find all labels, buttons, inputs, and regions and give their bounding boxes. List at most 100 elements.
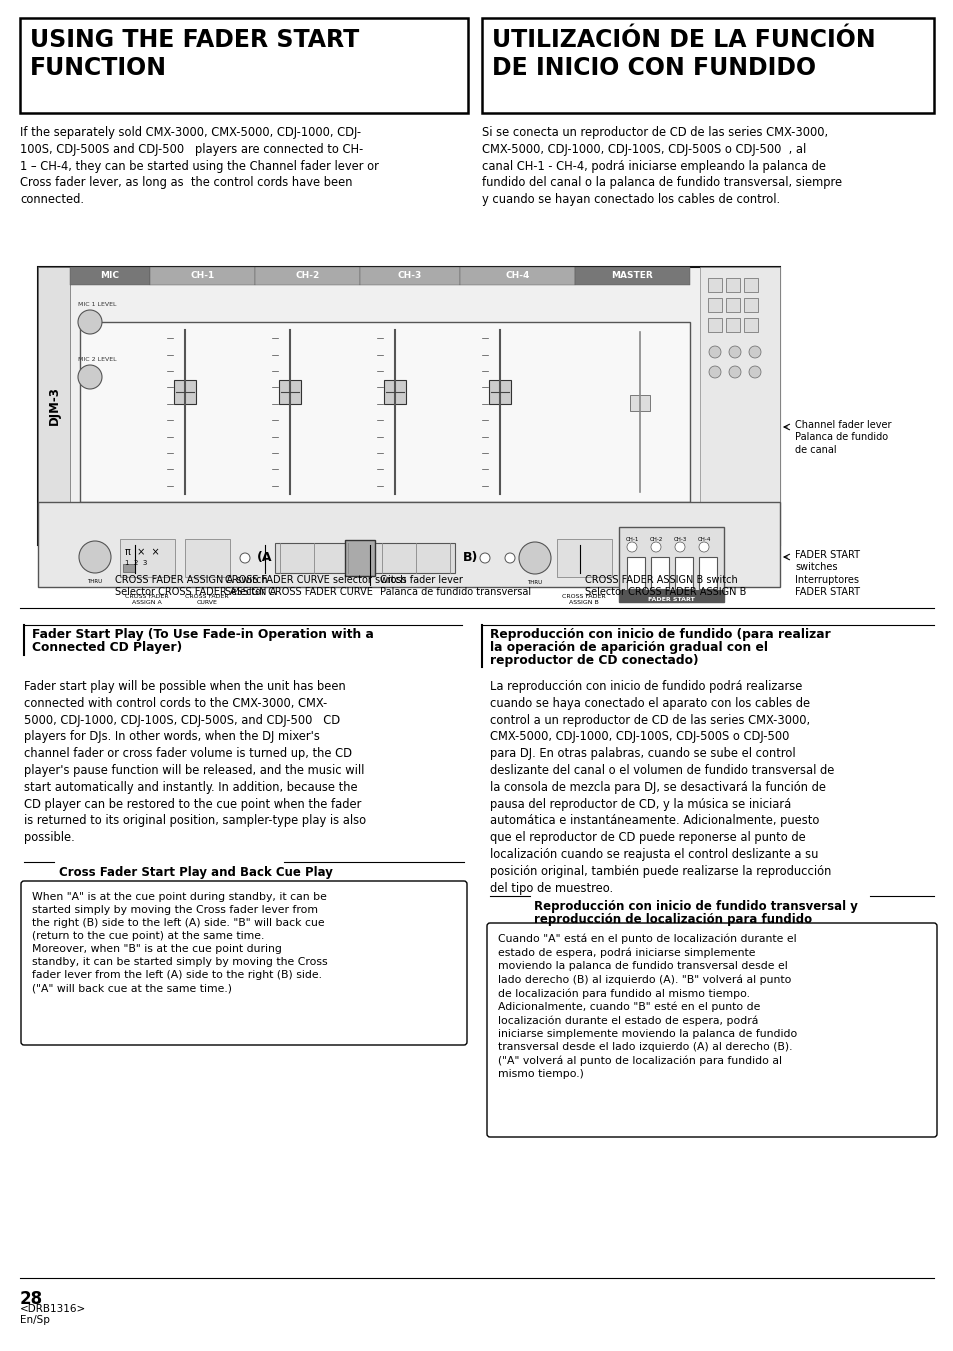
Bar <box>629 394 649 411</box>
Circle shape <box>708 366 720 378</box>
Bar <box>150 267 254 285</box>
Bar <box>345 540 375 576</box>
Text: Reproducción con inicio de fundido transversal y: Reproducción con inicio de fundido trans… <box>534 900 857 913</box>
Text: MASTER: MASTER <box>611 272 653 281</box>
Text: Si se conecta un reproductor de CD de las series CMX-3000,
CMX-5000, CDJ-1000, C: Si se conecta un reproductor de CD de la… <box>481 126 841 207</box>
Text: CH-4: CH-4 <box>697 536 710 542</box>
Text: La reproducción con inicio de fundido podrá realizarse
cuando se haya conectado : La reproducción con inicio de fundido po… <box>490 680 834 894</box>
Bar <box>278 381 301 404</box>
Bar <box>707 299 721 312</box>
Bar <box>70 267 150 285</box>
Bar <box>707 278 721 292</box>
Text: (A: (A <box>256 551 273 565</box>
Bar <box>557 539 612 577</box>
Bar <box>185 539 230 577</box>
Text: CROSS FADER
ASSIGN B: CROSS FADER ASSIGN B <box>561 594 605 605</box>
Bar <box>481 18 933 113</box>
Bar <box>384 381 406 404</box>
Text: <DRB1316>: <DRB1316> <box>20 1304 86 1315</box>
Bar <box>489 381 511 404</box>
Circle shape <box>78 365 102 389</box>
Text: CH-2: CH-2 <box>649 536 662 542</box>
Bar <box>725 317 740 332</box>
Text: CROSS FADER ASSIGN B switch
Selector CROSS FADER ASSIGN B: CROSS FADER ASSIGN B switch Selector CRO… <box>584 576 745 597</box>
Text: CH-3: CH-3 <box>673 536 686 542</box>
Circle shape <box>708 346 720 358</box>
Text: Connected CD Player): Connected CD Player) <box>32 640 182 654</box>
Bar <box>650 557 668 589</box>
Text: MIC 1 LEVEL: MIC 1 LEVEL <box>78 303 116 307</box>
Text: CH-1: CH-1 <box>624 536 638 542</box>
Bar <box>459 267 575 285</box>
Text: CH-2: CH-2 <box>295 272 319 281</box>
Bar <box>254 267 359 285</box>
Text: Fader start play will be possible when the unit has been
connected with control : Fader start play will be possible when t… <box>24 680 366 844</box>
Text: la operación de aparición gradual con el: la operación de aparición gradual con el <box>490 640 767 654</box>
Bar <box>725 278 740 292</box>
Text: FADER START: FADER START <box>647 597 694 603</box>
Circle shape <box>748 366 760 378</box>
Bar <box>173 381 195 404</box>
Bar <box>700 267 780 544</box>
Text: Reproducción con inicio de fundido (para realizar: Reproducción con inicio de fundido (para… <box>490 628 830 640</box>
Bar <box>120 539 174 577</box>
Circle shape <box>518 542 551 574</box>
Text: CH-1: CH-1 <box>191 272 214 281</box>
Text: THRU: THRU <box>88 580 103 584</box>
Bar <box>725 299 740 312</box>
Circle shape <box>728 346 740 358</box>
FancyBboxPatch shape <box>21 881 467 1046</box>
Text: CROSS FADER ASSIGN A switch
Selector CROSS FADER ASSIGN A: CROSS FADER ASSIGN A switch Selector CRO… <box>115 576 276 597</box>
Bar <box>575 267 689 285</box>
Circle shape <box>479 553 490 563</box>
Text: CROSS FADER
CURVE: CROSS FADER CURVE <box>185 594 229 605</box>
Text: CROSS FADER CURVE selector switch
Selector CROSS FADER CURVE: CROSS FADER CURVE selector switch Select… <box>225 576 406 597</box>
Text: En/Sp: En/Sp <box>20 1315 50 1325</box>
Bar <box>743 278 758 292</box>
Bar <box>743 317 758 332</box>
Circle shape <box>650 542 660 553</box>
Bar <box>699 557 717 589</box>
Circle shape <box>240 553 250 563</box>
Text: CH-4: CH-4 <box>505 272 529 281</box>
Text: MIC: MIC <box>100 272 119 281</box>
Text: USING THE FADER START
FUNCTION: USING THE FADER START FUNCTION <box>30 28 359 80</box>
Text: CH-3: CH-3 <box>397 272 421 281</box>
Text: MIC 2 LEVEL: MIC 2 LEVEL <box>78 357 116 362</box>
Text: UTILIZACIÓN DE LA FUNCIÓN
DE INICIO CON FUNDIDO: UTILIZACIÓN DE LA FUNCIÓN DE INICIO CON … <box>492 28 875 80</box>
Text: If the separately sold CMX-3000, CMX-5000, CDJ-1000, CDJ-
100S, CDJ-500S and CDJ: If the separately sold CMX-3000, CMX-500… <box>20 126 378 207</box>
Text: π  ×  ×: π × × <box>125 547 159 557</box>
Circle shape <box>78 309 102 334</box>
Bar <box>626 557 644 589</box>
Circle shape <box>728 366 740 378</box>
Text: 1  2  3: 1 2 3 <box>125 561 147 566</box>
Bar <box>618 590 723 603</box>
Bar <box>38 267 780 544</box>
Bar <box>707 317 721 332</box>
Text: Channel fader lever
Palanca de fundido
de canal: Channel fader lever Palanca de fundido d… <box>794 420 890 455</box>
Bar <box>274 543 455 573</box>
Text: DJM-3: DJM-3 <box>48 386 60 426</box>
Text: Cross fader lever
Palanca de fundido transversal: Cross fader lever Palanca de fundido tra… <box>379 576 531 597</box>
Circle shape <box>699 542 708 553</box>
Text: Cross Fader Start Play and Back Cue Play: Cross Fader Start Play and Back Cue Play <box>59 866 333 880</box>
Text: reproductor de CD conectado): reproductor de CD conectado) <box>490 654 698 667</box>
Bar <box>359 267 459 285</box>
Bar <box>80 322 689 503</box>
Bar <box>675 557 692 589</box>
Circle shape <box>626 542 637 553</box>
Bar <box>38 267 70 544</box>
Circle shape <box>504 553 515 563</box>
Circle shape <box>79 540 111 573</box>
Bar <box>123 563 135 571</box>
Text: 28: 28 <box>20 1290 43 1308</box>
Bar <box>618 527 723 603</box>
Circle shape <box>748 346 760 358</box>
Bar <box>20 18 468 113</box>
Text: B): B) <box>462 551 477 565</box>
Bar <box>38 503 780 586</box>
Circle shape <box>675 542 684 553</box>
Text: CROSS FADER
ASSIGN A: CROSS FADER ASSIGN A <box>125 594 169 605</box>
Text: Fader Start Play (To Use Fade-in Operation with a: Fader Start Play (To Use Fade-in Operati… <box>32 628 374 640</box>
Text: When "A" is at the cue point during standby, it can be
started simply by moving : When "A" is at the cue point during stan… <box>32 892 327 993</box>
